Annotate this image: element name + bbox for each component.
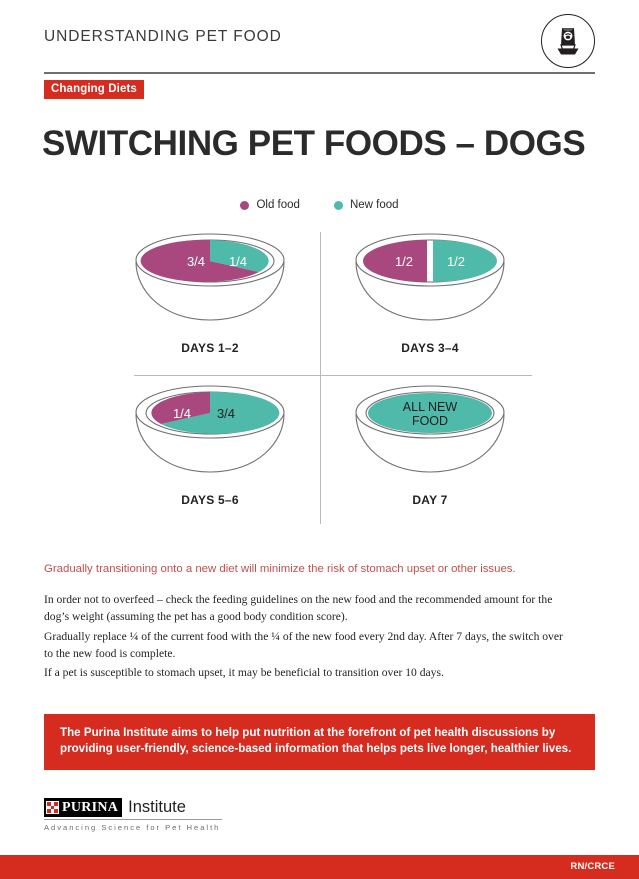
legend-label-old-food: Old food xyxy=(256,199,300,211)
bowl-illustration: 1/4 3/4 xyxy=(135,385,285,473)
legend-label-new-food: New food xyxy=(349,199,399,211)
legend-item-old-food: Old food xyxy=(240,199,300,211)
bowl-caption: DAYS 1–2 xyxy=(181,341,239,355)
legend-dot-old-food-icon xyxy=(240,200,250,210)
footer-code: RN/CRCE xyxy=(570,861,615,872)
wedge-label-new: 1/4 xyxy=(229,254,247,269)
bowl-panel-days-1-2: 3/4 1/4 DAYS 1–2 xyxy=(100,228,320,376)
bowl-illustration: 1/2 1/2 xyxy=(355,233,505,321)
purina-brand-mark: PURINA xyxy=(44,798,123,817)
wedge-label-old: 1/2 xyxy=(395,254,413,269)
header-title: UNDERSTANDING PET FOOD xyxy=(44,28,282,45)
logo-row: PURINA Institute xyxy=(44,798,224,817)
bowl-panel-day-7: ALL NEW FOOD DAY 7 xyxy=(320,380,540,528)
wedge-label-new: 1/2 xyxy=(447,254,465,269)
page-title: SWITCHING PET FOODS – DOGS xyxy=(42,124,586,163)
chart-legend: Old food New food xyxy=(0,199,639,211)
pet-food-bag-icon xyxy=(557,28,579,55)
body-paragraph-1: In order not to overfeed – check the fee… xyxy=(44,593,553,623)
body-paragraph-2: Gradually replace ¼ of the current food … xyxy=(44,630,563,660)
bowl-panel-days-5-6: 1/4 3/4 DAYS 5–6 xyxy=(100,380,320,528)
bowl-caption: DAYS 3–4 xyxy=(401,341,459,355)
bowl-caption: DAY 7 xyxy=(412,493,448,507)
bowl-caption: DAYS 5–6 xyxy=(181,493,239,507)
bowl-panel-days-3-4: 1/2 1/2 DAYS 3–4 xyxy=(320,228,540,376)
bowl-illustration: 3/4 1/4 xyxy=(135,233,285,321)
header-divider xyxy=(44,72,595,74)
wedge-label-old: 3/4 xyxy=(187,254,205,269)
wedge-label-old: 1/4 xyxy=(173,406,191,421)
checkerboard-icon xyxy=(46,801,59,814)
bowl-grid: 3/4 1/4 DAYS 1–2 1/2 1/2 DAYS 3–4 1/4 3/… xyxy=(100,228,540,528)
mission-callout: The Purina Institute aims to help put nu… xyxy=(44,714,595,770)
grid-divider-horizontal xyxy=(134,375,532,376)
section-tag: Changing Diets xyxy=(44,80,144,99)
sub-brand-name: Institute xyxy=(128,798,186,816)
legend-dot-new-food-icon xyxy=(333,200,343,210)
bowl-illustration: ALL NEW FOOD xyxy=(355,385,505,473)
wedge-label-new: 3/4 xyxy=(217,406,235,421)
purina-institute-logo: PURINA Institute Advancing Science for P… xyxy=(44,798,224,832)
lead-statement: Gradually transitioning onto a new diet … xyxy=(44,563,516,575)
grid-divider-vertical xyxy=(320,232,321,524)
brand-name: PURINA xyxy=(62,800,119,815)
logo-tagline: Advancing Science for Pet Health xyxy=(44,823,221,832)
footer-bar: RN/CRCE xyxy=(0,855,639,879)
body-paragraph-3: If a pet is susceptible to stomach upset… xyxy=(44,666,444,679)
wedge-label-new-line1: ALL NEW xyxy=(403,400,458,414)
page-header: UNDERSTANDING PET FOOD xyxy=(44,14,595,68)
pet-food-bag-badge xyxy=(541,14,595,68)
logo-divider xyxy=(44,819,222,820)
legend-item-new-food: New food xyxy=(333,199,399,211)
wedge-label-new-line2: FOOD xyxy=(412,414,448,428)
